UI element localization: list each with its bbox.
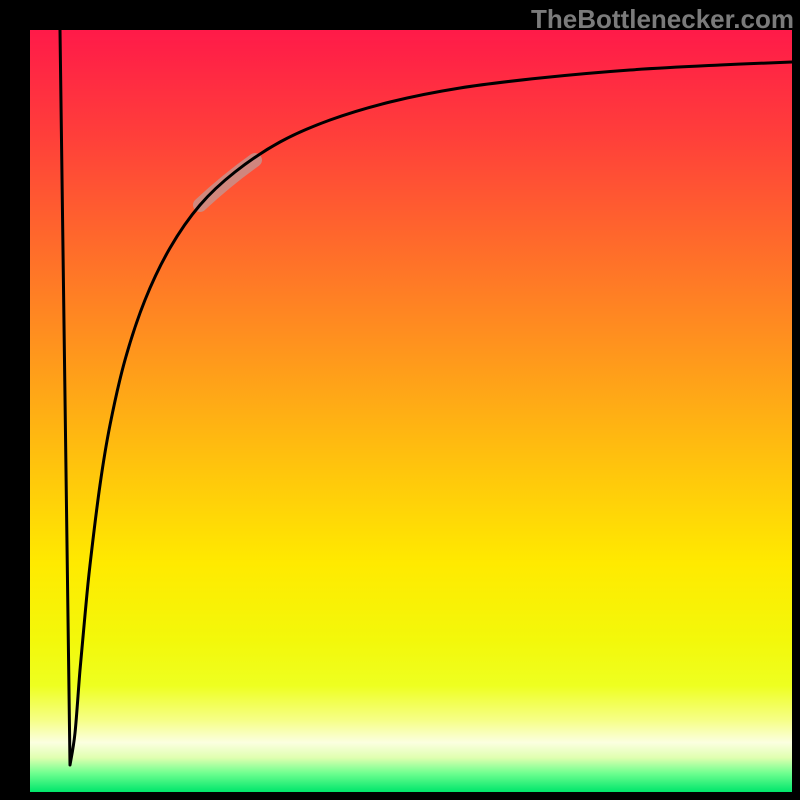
plot-area (30, 30, 792, 792)
highlight-segment (200, 160, 255, 205)
bottleneck-curve (60, 30, 792, 765)
curve-layer (30, 30, 792, 792)
watermark-text: TheBottlenecker.com (531, 4, 794, 35)
